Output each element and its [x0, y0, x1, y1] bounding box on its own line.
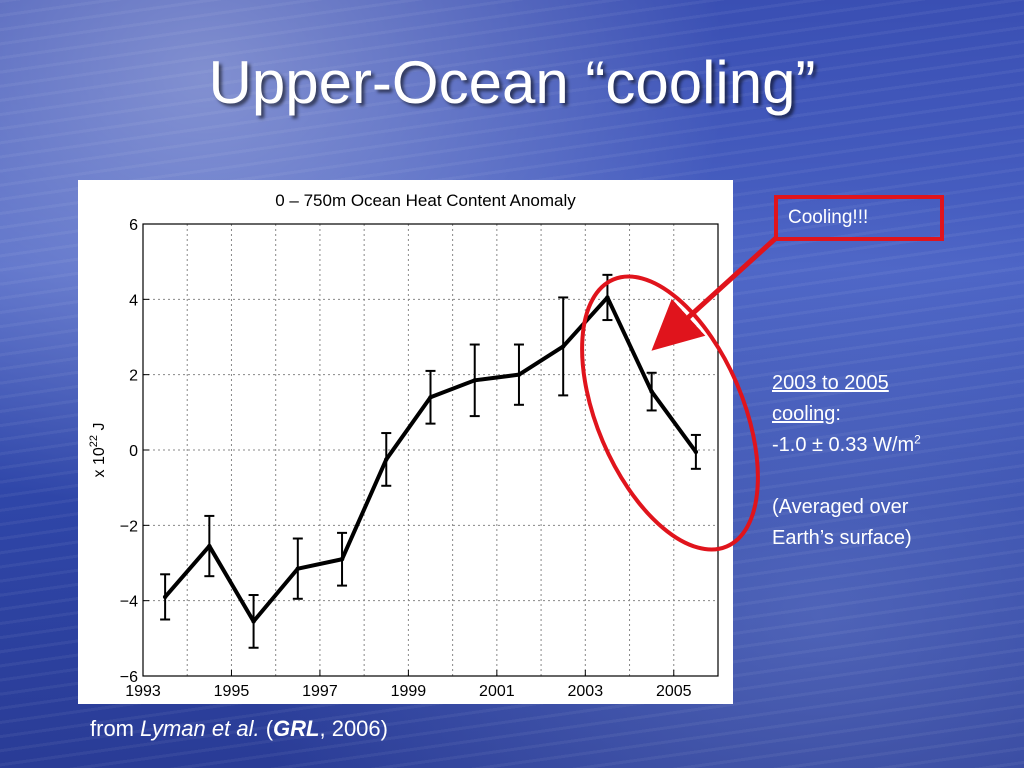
source-journal: GRL — [273, 716, 320, 741]
note-line-3: -1.0 ± 0.33 W/m2 — [772, 430, 1012, 461]
data-point — [384, 457, 389, 462]
y-tick-label: 0 — [129, 443, 138, 460]
y-axis-label-base: x 10 — [91, 447, 108, 477]
data-point — [472, 378, 477, 383]
y-tick-label: −4 — [120, 594, 138, 611]
data-point — [428, 395, 433, 400]
y-axis-label: x 1022 J — [88, 423, 108, 478]
y-axis-label-unit: J — [91, 423, 108, 435]
data-point — [162, 594, 168, 600]
cooling-callout-box: Cooling!!! — [774, 195, 944, 241]
ocean-heat-chart: 0 – 750m Ocean Heat Content Anomaly 1993 1… — [88, 191, 719, 700]
note-colon: : — [835, 403, 841, 425]
y-tick-label: 6 — [129, 217, 138, 234]
x-tick-label: 1995 — [214, 683, 250, 700]
note-rate-exponent: 2 — [914, 432, 921, 447]
note-avg-line-1: (Averaged over — [772, 496, 909, 518]
data-point — [339, 557, 345, 562]
source-from: from — [90, 716, 141, 741]
data-point — [605, 295, 610, 300]
note-gap — [772, 461, 1012, 492]
heat-content-line — [163, 295, 698, 624]
data-point — [295, 566, 301, 571]
chart-title: 0 – 750m Ocean Heat Content Anomaly — [275, 191, 576, 210]
slide-title: Upper-Ocean “cooling” — [208, 49, 816, 116]
x-tick-label: 1993 — [125, 683, 161, 700]
x-tick-label: 1997 — [302, 683, 338, 700]
note-line-2: cooling: — [772, 399, 1012, 430]
x-tick-label: 1999 — [391, 683, 427, 700]
source-author: Lyman et al. — [140, 716, 260, 741]
note-avg-line-2: Earth’s surface) — [772, 527, 912, 549]
y-tick-label: −6 — [120, 669, 138, 686]
note-line-1: 2003 to 2005 — [772, 368, 1012, 399]
y-tick-label: 2 — [129, 368, 138, 385]
cooling-callout-text: Cooling!!! — [788, 207, 869, 228]
y-axis-label-exponent: 22 — [88, 435, 100, 447]
note-cooling-word: cooling — [772, 403, 836, 425]
data-point — [207, 543, 212, 549]
source-open-paren: ( — [259, 716, 274, 741]
note-rate: -1.0 ± 0.33 W/m — [772, 434, 915, 456]
x-tick-label: 2001 — [479, 683, 515, 700]
y-tick-label: −2 — [120, 518, 138, 535]
data-point — [560, 344, 566, 349]
data-point — [251, 619, 256, 624]
data-point — [649, 389, 654, 394]
data-point — [516, 372, 522, 377]
note-range: 2003 to 2005 — [772, 372, 889, 394]
y-tick-label: 4 — [129, 292, 138, 309]
x-tick-label: 2005 — [656, 683, 692, 700]
source-citation: from Lyman et al. (GRL, 2006) — [90, 716, 388, 742]
chart-panel: 0 – 750m Ocean Heat Content Anomaly 1993 1… — [78, 180, 733, 704]
data-point — [693, 449, 699, 455]
cooling-rate-note: 2003 to 2005 cooling: -1.0 ± 0.33 W/m2 (… — [772, 368, 1012, 554]
source-year: , 2006) — [319, 716, 388, 741]
x-tick-label: 2003 — [568, 683, 604, 700]
